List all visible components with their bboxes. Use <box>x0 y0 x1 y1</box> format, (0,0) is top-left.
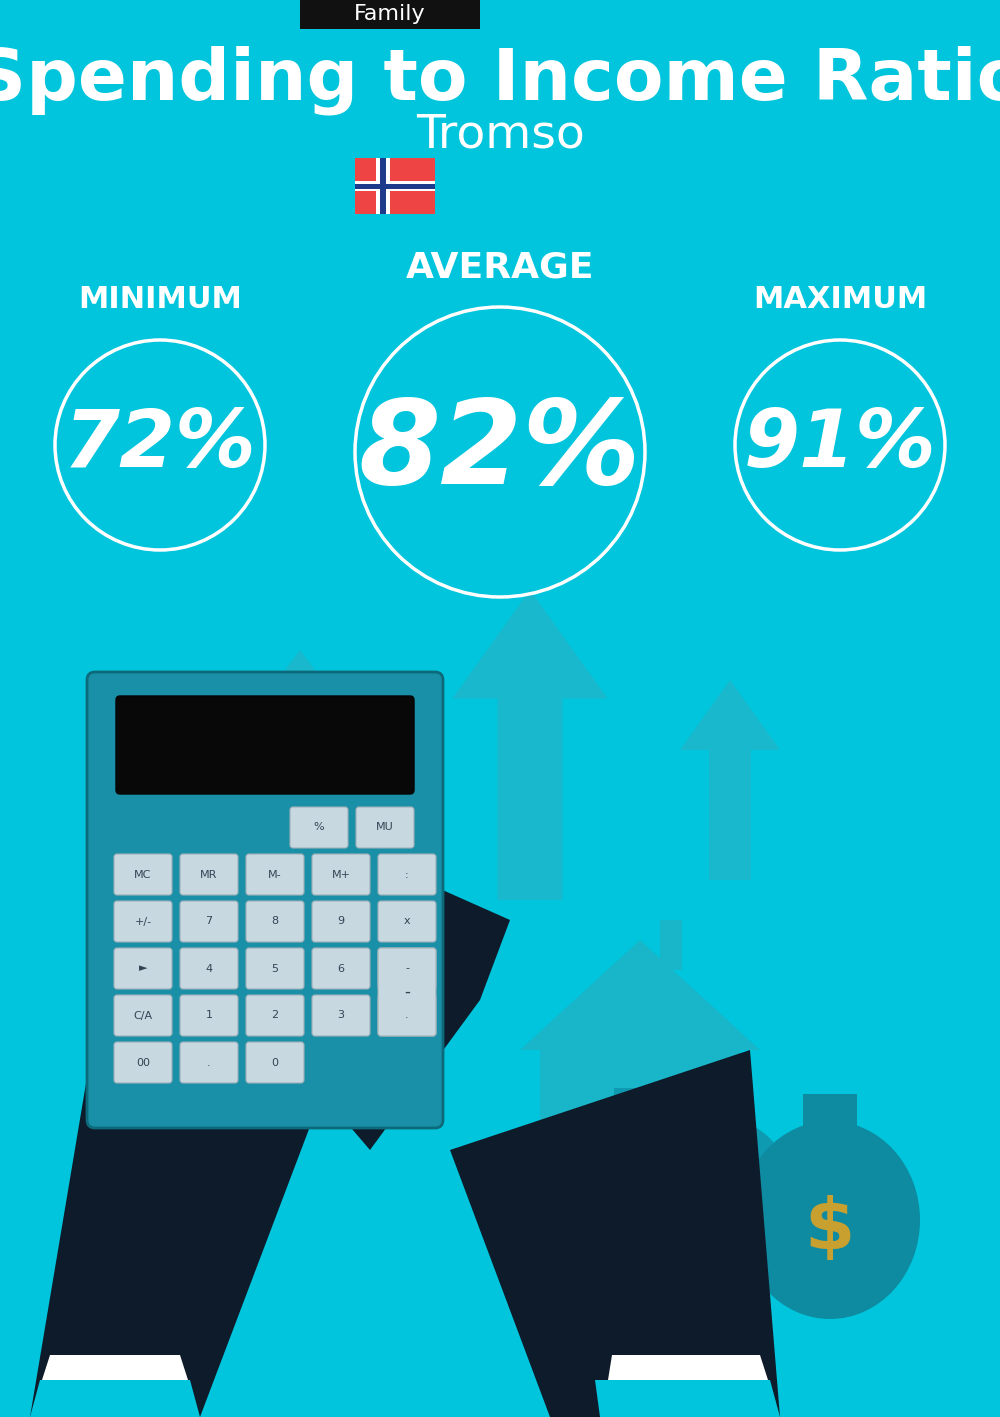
Polygon shape <box>100 870 340 1100</box>
Text: Tromso: Tromso <box>416 112 584 157</box>
FancyBboxPatch shape <box>246 854 304 896</box>
Text: 00: 00 <box>136 1057 150 1067</box>
FancyBboxPatch shape <box>180 995 238 1036</box>
FancyBboxPatch shape <box>312 854 370 896</box>
FancyBboxPatch shape <box>180 901 238 942</box>
Text: .: . <box>405 1010 409 1020</box>
FancyBboxPatch shape <box>356 808 414 847</box>
Bar <box>614 1088 642 1105</box>
Text: MR: MR <box>200 870 218 880</box>
Text: MINIMUM: MINIMUM <box>78 285 242 315</box>
Bar <box>376 159 390 214</box>
Text: 91%: 91% <box>744 407 936 485</box>
FancyBboxPatch shape <box>180 1041 238 1083</box>
FancyBboxPatch shape <box>114 948 172 989</box>
Bar <box>575 1214 655 1234</box>
Text: 6: 6 <box>338 964 344 973</box>
FancyBboxPatch shape <box>312 901 370 942</box>
Text: $: $ <box>805 1195 855 1264</box>
Bar <box>618 1135 662 1210</box>
Text: M-: M- <box>268 870 282 880</box>
Text: 7: 7 <box>205 917 213 927</box>
Text: 8: 8 <box>271 917 279 927</box>
Text: AVERAGE: AVERAGE <box>406 251 594 285</box>
Bar <box>540 1050 740 1210</box>
Text: .: . <box>207 1057 211 1067</box>
FancyBboxPatch shape <box>114 854 172 896</box>
FancyBboxPatch shape <box>378 995 436 1036</box>
Text: ►: ► <box>139 964 147 973</box>
Bar <box>355 183 435 188</box>
Polygon shape <box>450 1050 780 1417</box>
Text: -: - <box>404 983 410 1000</box>
FancyBboxPatch shape <box>114 995 172 1036</box>
Bar <box>575 1190 655 1210</box>
FancyBboxPatch shape <box>378 948 436 989</box>
Polygon shape <box>520 939 760 1050</box>
Bar <box>575 1196 655 1216</box>
Bar <box>575 1202 655 1221</box>
FancyBboxPatch shape <box>246 948 304 989</box>
Bar <box>660 920 682 971</box>
Ellipse shape <box>740 1121 920 1319</box>
FancyBboxPatch shape <box>180 854 238 896</box>
FancyBboxPatch shape <box>246 901 304 942</box>
Polygon shape <box>608 1355 768 1380</box>
Text: 82%: 82% <box>359 394 641 510</box>
FancyBboxPatch shape <box>300 0 480 28</box>
Polygon shape <box>452 589 608 900</box>
Polygon shape <box>240 650 360 880</box>
Text: +/-: +/- <box>134 917 152 927</box>
Text: 5: 5 <box>272 964 278 973</box>
FancyBboxPatch shape <box>290 808 348 847</box>
Text: M+: M+ <box>332 870 351 880</box>
Ellipse shape <box>580 1102 676 1207</box>
FancyBboxPatch shape <box>87 672 443 1128</box>
Text: -: - <box>405 964 409 973</box>
Bar <box>355 159 435 214</box>
FancyBboxPatch shape <box>312 995 370 1036</box>
Text: Family: Family <box>354 4 426 24</box>
Text: MU: MU <box>376 822 394 833</box>
Text: 3: 3 <box>338 1010 344 1020</box>
FancyBboxPatch shape <box>378 948 436 1036</box>
FancyBboxPatch shape <box>116 696 414 794</box>
Bar <box>380 159 386 214</box>
FancyBboxPatch shape <box>378 901 436 942</box>
FancyBboxPatch shape <box>246 1041 304 1083</box>
Bar <box>698 1095 742 1121</box>
Bar <box>355 181 435 191</box>
Text: 4: 4 <box>205 964 213 973</box>
Text: %: % <box>314 822 324 833</box>
Text: :: : <box>405 870 409 880</box>
Text: $: $ <box>614 1141 642 1179</box>
Polygon shape <box>680 680 780 880</box>
Bar <box>618 1135 662 1210</box>
Text: Spending to Income Ratio: Spending to Income Ratio <box>0 45 1000 115</box>
Text: MC: MC <box>134 870 152 880</box>
Polygon shape <box>310 880 510 1151</box>
Polygon shape <box>42 1355 188 1380</box>
Text: 9: 9 <box>337 917 345 927</box>
Text: 1: 1 <box>206 1010 212 1020</box>
FancyBboxPatch shape <box>114 901 172 942</box>
Text: x: x <box>404 917 410 927</box>
Text: MAXIMUM: MAXIMUM <box>753 285 927 315</box>
FancyBboxPatch shape <box>312 948 370 989</box>
Text: C/A: C/A <box>133 1010 153 1020</box>
Text: 0: 0 <box>272 1057 278 1067</box>
Ellipse shape <box>645 1118 795 1282</box>
Polygon shape <box>595 1380 780 1417</box>
FancyBboxPatch shape <box>114 1041 172 1083</box>
Polygon shape <box>30 1000 320 1417</box>
FancyBboxPatch shape <box>378 854 436 896</box>
Bar <box>803 1094 857 1125</box>
Polygon shape <box>30 1380 200 1417</box>
FancyBboxPatch shape <box>180 948 238 989</box>
Bar <box>575 1209 655 1229</box>
FancyBboxPatch shape <box>246 995 304 1036</box>
Text: 2: 2 <box>271 1010 279 1020</box>
Text: 72%: 72% <box>64 407 256 485</box>
Text: $: $ <box>699 1178 741 1237</box>
